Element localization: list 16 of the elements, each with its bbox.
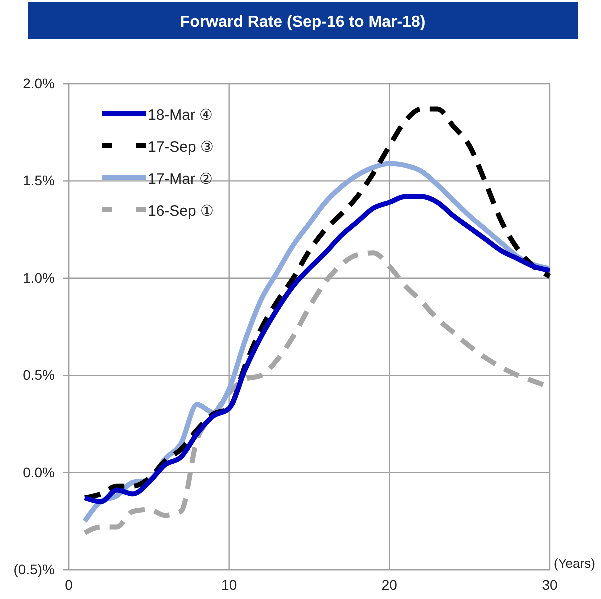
y-tick-label: 1.0% (23, 270, 55, 286)
y-tick-label: 2.0% (23, 75, 55, 92)
chart-title: Forward Rate (Sep-16 to Mar-18) (180, 14, 426, 31)
x-tick-label: 0 (65, 576, 74, 593)
y-tick-label: (0.5)% (14, 561, 55, 578)
x-tick-label: 30 (542, 576, 558, 593)
y-tick-label: 0.5% (23, 367, 55, 384)
x-tick-label: 10 (222, 576, 238, 593)
legend-label: 17-Sep ③ (148, 139, 214, 156)
y-tick-label: 1.5% (23, 172, 55, 189)
x-axis-title: (Years) (554, 556, 596, 571)
legend-label: 17-Mar ② (148, 171, 213, 188)
legend-label: 18-Mar ④ (148, 107, 213, 124)
legend-label: 16-Sep ① (148, 203, 214, 220)
x-tick-label: 20 (382, 576, 398, 593)
y-tick-label: 0.0% (23, 464, 55, 480)
